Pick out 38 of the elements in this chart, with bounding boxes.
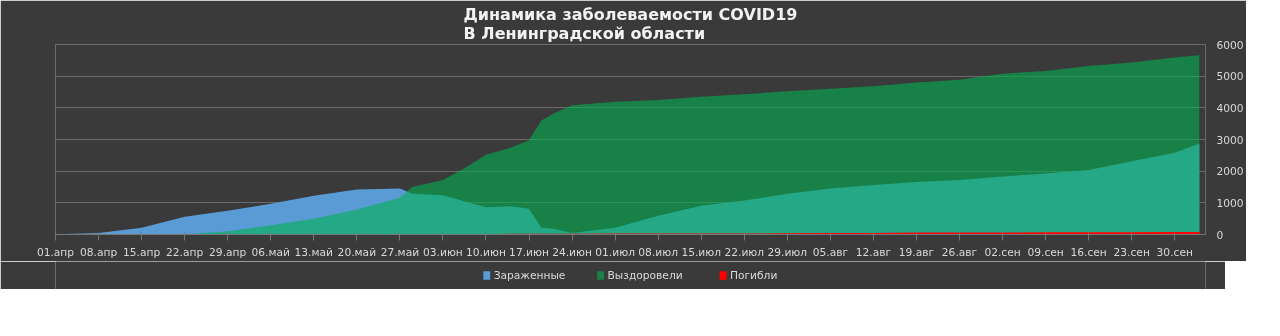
y-tick-label: 1000 (1216, 196, 1244, 210)
x-tick-label: 26.авг (941, 245, 978, 259)
chart-title: Динамика заболеваемости COVID19 В Ленинградской области (463, 4, 798, 43)
x-tick-label: 13.май (294, 245, 334, 259)
x-tick-label: 15.апр (122, 245, 161, 259)
x-tick-label: 27.май (380, 245, 420, 259)
x-tick-label: 19.авг (898, 245, 935, 259)
y-tick-label: 6000 (1216, 38, 1244, 52)
x-tick-label: 29.июл (767, 245, 808, 259)
x-tick-label: 10.июн (466, 245, 506, 259)
x-tick-label: 01.апр (36, 245, 75, 259)
y-tick-label: 0 (1216, 228, 1224, 242)
x-tick-label: 02.сен (984, 245, 1021, 259)
y-tick-label: 4000 (1216, 101, 1244, 115)
x-tick-label: 30.сен (1156, 245, 1193, 259)
x-tick-label: 09.сен (1027, 245, 1064, 259)
x-tick-label: 15.июл (681, 245, 722, 259)
x-tick-label: 08.июл (638, 245, 678, 259)
x-tick-label: 22.апр (166, 245, 204, 259)
x-tick-label: 03.июн (423, 245, 463, 259)
x-tick-label: 08.апр (79, 245, 118, 259)
legend-label: Выздоровели (607, 269, 683, 282)
x-tick-label: 06.май (251, 245, 290, 259)
legend-label: Погибли (729, 269, 778, 282)
x-tick-label: 16.сен (1070, 245, 1107, 259)
x-tick-label: 23.сен (1113, 245, 1150, 259)
x-tick-label: 12.авг (855, 245, 892, 259)
x-tick-label: 20.май (337, 245, 377, 259)
x-tick-label: 22.июл (724, 245, 765, 259)
x-tick-label: 24.июн (552, 245, 592, 259)
y-tick-label: 3000 (1216, 133, 1244, 147)
legend-label: Зараженные (493, 269, 566, 282)
y-tick-label: 5000 (1216, 70, 1244, 84)
y-tick-label: 2000 (1216, 165, 1244, 179)
x-tick-label: 17.июн (509, 245, 549, 259)
x-tick-label: 29.апр (209, 245, 247, 259)
x-tick-label: 01.июл (595, 245, 635, 259)
x-tick-label: 05.авг (812, 245, 849, 259)
